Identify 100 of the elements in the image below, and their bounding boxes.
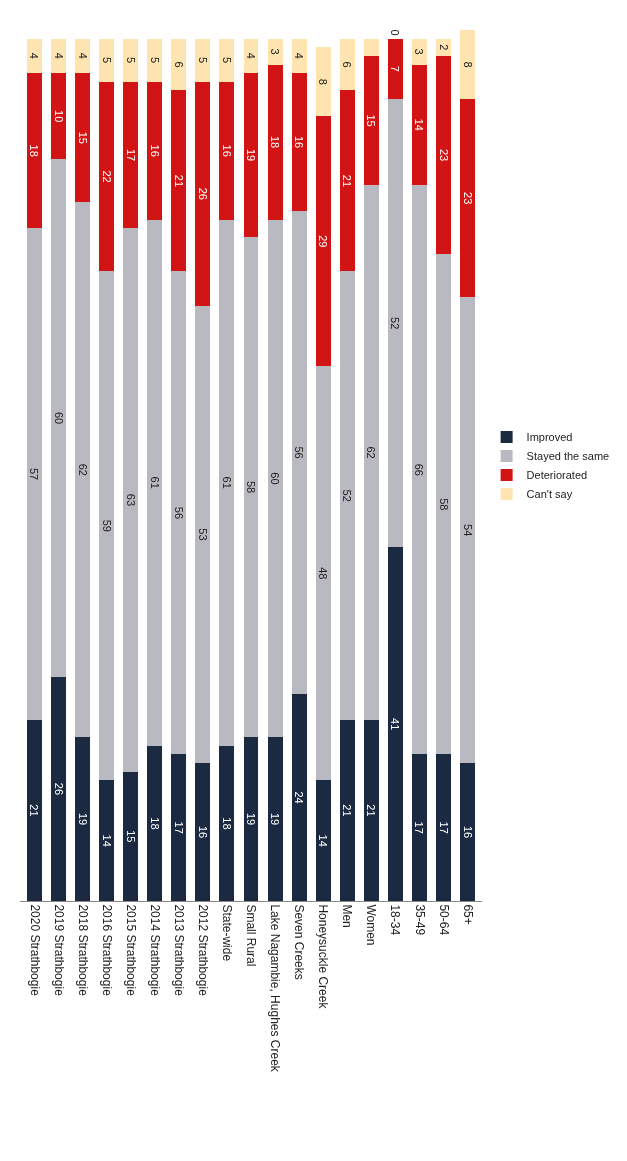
data-label: 14	[413, 118, 426, 131]
bar	[267, 737, 283, 901]
data-label: 19	[245, 148, 257, 162]
data-label: 23	[461, 192, 474, 205]
bar	[243, 236, 259, 738]
data-label: 61	[220, 476, 233, 489]
data-label: 59	[100, 519, 113, 532]
data-label: 41	[389, 718, 402, 731]
data-label: 14	[317, 834, 330, 847]
data-label: 17	[124, 148, 137, 162]
bar	[436, 254, 451, 755]
x-tick-label: 18-34	[388, 904, 403, 936]
bar	[147, 38, 163, 82]
x-tick-label: 35-49	[412, 904, 427, 936]
bar	[26, 38, 42, 74]
bar	[267, 64, 283, 220]
data-label: 54	[461, 524, 474, 537]
data-label: 21	[341, 804, 354, 817]
bar	[363, 185, 379, 720]
data-label: 18	[148, 817, 161, 830]
data-label: 4	[76, 52, 89, 59]
data-label: 10	[52, 110, 65, 123]
bar	[243, 737, 259, 901]
data-label: 7	[389, 65, 402, 72]
bar	[411, 64, 427, 186]
data-label: 58	[245, 480, 257, 494]
data-label: 18	[28, 144, 41, 157]
bar	[339, 719, 355, 901]
data-label: 24	[293, 791, 306, 804]
bar	[243, 73, 259, 237]
data-label: 4	[245, 52, 257, 59]
bar	[387, 38, 403, 99]
data-label: 57	[28, 468, 41, 481]
x-tick-label: Men	[340, 904, 355, 928]
data-label: 26	[196, 187, 209, 200]
data-label: 53	[196, 528, 209, 541]
x-tick-label: 2016 Strathbogie	[99, 904, 114, 997]
bar	[387, 98, 403, 548]
x-tick-label: 2020 Strathbogie	[27, 904, 42, 997]
x-tick-label: 65+	[460, 904, 475, 925]
bar	[171, 90, 187, 272]
bar	[123, 81, 139, 229]
bar	[171, 754, 187, 901]
legend-label: Improved	[526, 431, 573, 444]
bar	[291, 211, 307, 695]
data-label: 16	[148, 144, 161, 157]
bar	[147, 219, 163, 746]
bar	[26, 719, 42, 901]
bar	[51, 38, 66, 74]
bar	[75, 73, 91, 203]
bar	[219, 745, 235, 901]
x-tick-label: Women	[364, 904, 379, 946]
data-label: 17	[172, 821, 185, 834]
data-label: 5	[148, 57, 161, 64]
bar	[195, 81, 211, 306]
bar	[123, 771, 139, 901]
data-label: 8	[461, 61, 474, 68]
bar	[411, 185, 427, 755]
data-label: 26	[52, 782, 65, 796]
data-label: 0	[389, 29, 402, 36]
data-label: 17	[437, 821, 450, 834]
data-label: 17	[413, 821, 426, 834]
data-label: 62	[76, 463, 89, 476]
x-tick-label: Small Rural	[244, 904, 259, 967]
bar	[291, 694, 307, 901]
data-label: 18	[269, 135, 282, 149]
bar	[291, 73, 307, 212]
data-label: 15	[124, 830, 137, 843]
data-label: 58	[437, 498, 450, 511]
bar	[219, 219, 235, 746]
x-tick-label: 2014 Strathbogie	[147, 904, 162, 997]
bar	[460, 98, 476, 298]
data-label: 60	[52, 411, 65, 425]
bar	[315, 780, 331, 901]
bar	[291, 38, 307, 74]
legend-label: Can't say	[526, 488, 573, 501]
bar	[99, 38, 115, 82]
data-label: 21	[365, 804, 378, 817]
data-label: 3	[413, 48, 426, 55]
bar	[436, 55, 451, 255]
bar	[363, 38, 379, 56]
data-label: 52	[389, 317, 402, 330]
x-tick-label: 2015 Strathbogie	[123, 904, 138, 997]
x-tick-label: 50-64	[436, 904, 451, 936]
bar	[171, 38, 187, 91]
data-label: 52	[341, 489, 354, 502]
bar	[195, 763, 211, 901]
bar	[339, 90, 355, 272]
data-label: 61	[148, 476, 161, 489]
x-tick-label: 2012 Strathbogie	[195, 904, 210, 997]
data-label: 5	[196, 57, 209, 64]
x-tick-label: Honeysuckle Creek	[316, 904, 331, 1010]
data-label: 6	[341, 61, 354, 68]
x-tick-label: 2019 Strathbogie	[51, 904, 66, 997]
data-label: 23	[437, 148, 450, 162]
data-label: 16	[293, 135, 306, 149]
bar	[460, 763, 476, 901]
bar	[387, 547, 403, 901]
bar	[315, 47, 331, 117]
bar	[219, 81, 235, 220]
